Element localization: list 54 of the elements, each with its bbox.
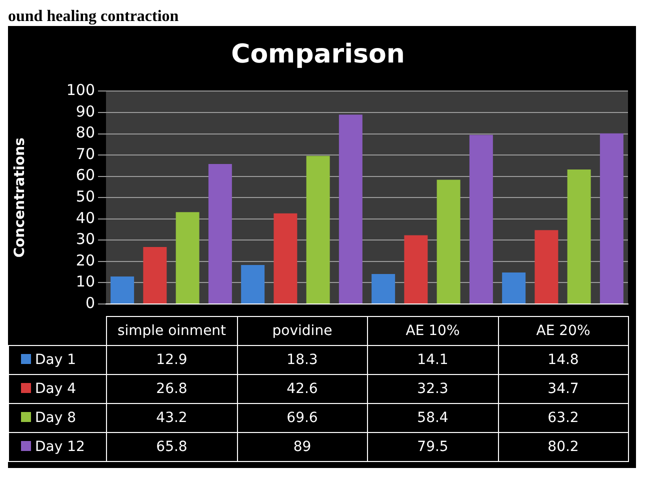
x-tick-label: AE 20% xyxy=(498,316,628,346)
data-label: 42.6 xyxy=(237,374,368,404)
chart-title: Comparison xyxy=(231,39,405,70)
data-label: 12.9 xyxy=(106,346,237,374)
data-label: 34.7 xyxy=(498,374,628,404)
x-tick-label: simple oinment xyxy=(106,316,237,346)
legend-label: Day 12 xyxy=(8,432,106,462)
y-tick-label: 100 xyxy=(66,81,95,100)
bar xyxy=(306,156,330,304)
y-tick-label: 60 xyxy=(76,166,95,184)
legend-label: Day 8 xyxy=(8,404,106,432)
data-label: 32.3 xyxy=(368,374,498,404)
data-label: 80.2 xyxy=(498,432,628,462)
data-label: 14.8 xyxy=(498,346,628,374)
data-label: 58.4 xyxy=(368,404,498,432)
data-label: 89 xyxy=(237,432,368,462)
x-tick-label: AE 10% xyxy=(368,316,498,346)
bar xyxy=(534,230,558,304)
data-label: 79.5 xyxy=(368,432,498,462)
bar xyxy=(502,272,526,304)
legend-label: Day 4 xyxy=(8,374,106,404)
bar xyxy=(274,213,298,304)
y-tick-label: 70 xyxy=(76,144,95,163)
legend-label: Day 1 xyxy=(8,346,106,374)
y-tick-label: 40 xyxy=(76,208,95,227)
bar xyxy=(404,235,428,304)
data-label: 63.2 xyxy=(498,404,628,432)
data-label: 18.3 xyxy=(237,346,368,374)
y-tick-label: 80 xyxy=(76,124,95,142)
bar xyxy=(241,265,265,304)
y-tick-label: 30 xyxy=(76,230,95,248)
bar xyxy=(208,164,232,304)
text: ound healing contraction xyxy=(8,8,180,26)
bar xyxy=(567,170,591,304)
bar xyxy=(600,133,624,304)
data-label: 65.8 xyxy=(106,432,237,462)
bar xyxy=(436,180,460,304)
x-tick-label: povidine xyxy=(237,316,368,346)
data-label: 26.8 xyxy=(106,374,237,404)
y-tick-label: 90 xyxy=(76,102,95,120)
data-label: 14.1 xyxy=(368,346,498,374)
y-tick-label: 50 xyxy=(76,187,95,206)
bar xyxy=(469,134,493,304)
bar xyxy=(338,114,362,304)
y-axis-title: Concentrations xyxy=(12,138,28,258)
bar xyxy=(110,276,134,304)
y-tick-label: 20 xyxy=(76,251,95,270)
data-label: 69.6 xyxy=(237,404,368,432)
bar xyxy=(176,212,200,304)
bar xyxy=(143,246,167,304)
bar xyxy=(372,274,396,304)
data-label: 43.2 xyxy=(106,404,237,432)
y-tick-label: 0 xyxy=(85,294,95,312)
y-tick-label: 10 xyxy=(76,272,95,291)
